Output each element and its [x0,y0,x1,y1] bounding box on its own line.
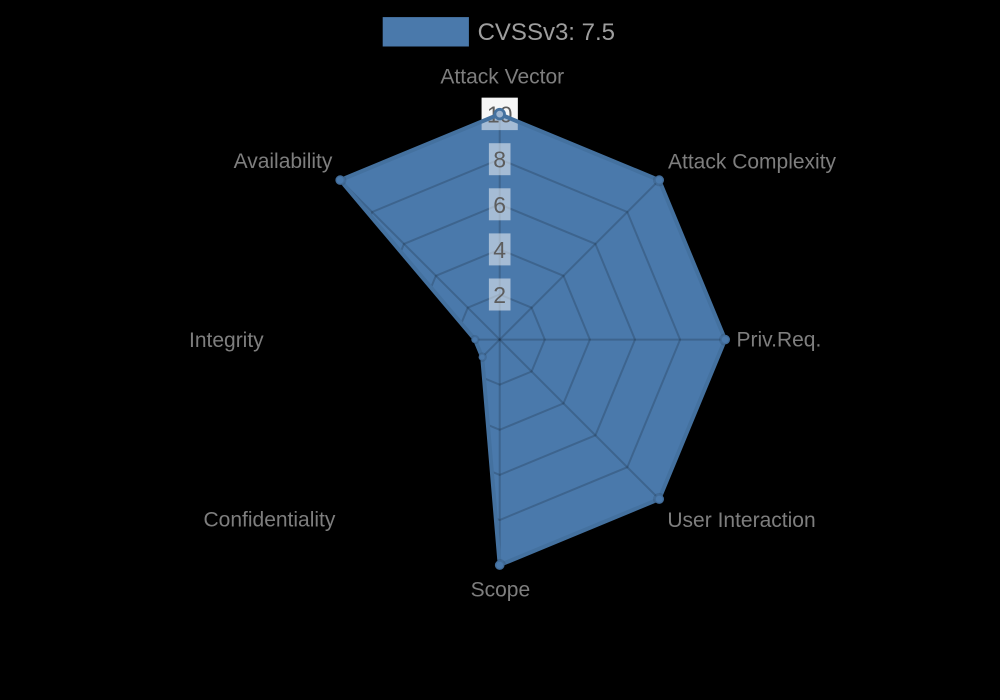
svg-text:2: 2 [493,282,506,308]
svg-text:Priv.Req.: Priv.Req. [737,328,822,351]
svg-text:Attack Vector: Attack Vector [440,65,564,88]
svg-text:4: 4 [493,237,506,263]
svg-text:User Interaction: User Interaction [667,509,815,532]
svg-text:Integrity: Integrity [189,329,264,352]
svg-text:CVSSv3: 7.5: CVSSv3: 7.5 [478,19,615,46]
svg-text:Availability: Availability [234,150,333,173]
svg-text:Attack Complexity: Attack Complexity [668,151,837,174]
svg-text:6: 6 [493,192,506,218]
svg-text:8: 8 [493,147,506,173]
svg-text:Scope: Scope [471,578,531,601]
svg-text:Confidentiality: Confidentiality [203,509,335,532]
